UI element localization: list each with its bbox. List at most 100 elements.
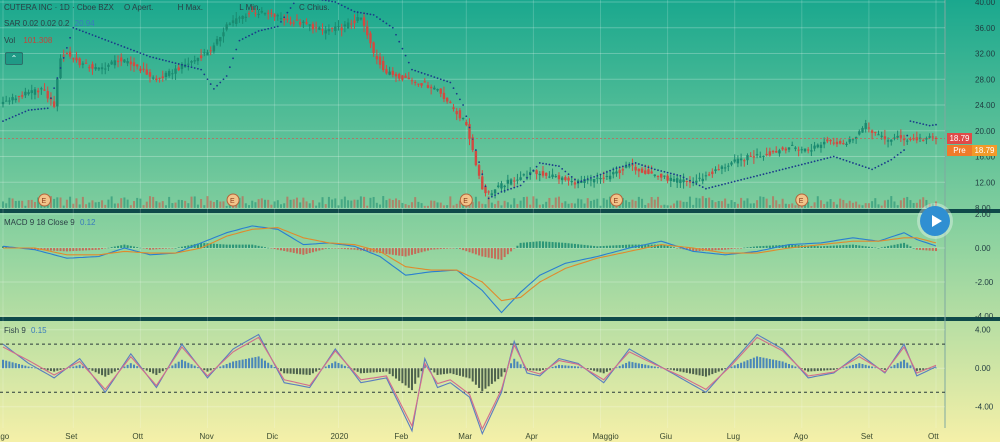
macd-histogram-bar xyxy=(452,248,455,249)
fish-histogram-bar xyxy=(599,368,602,373)
macd-histogram-bar xyxy=(347,248,350,250)
sar-dot xyxy=(768,171,771,174)
macd-histogram-bar xyxy=(612,245,615,248)
macd-histogram-bar xyxy=(465,248,468,252)
candle-body xyxy=(544,172,548,176)
fish-histogram-bar xyxy=(14,363,17,369)
candle-body xyxy=(867,127,871,129)
sar-dot xyxy=(158,58,161,61)
sar-dot xyxy=(698,184,701,187)
candle-body xyxy=(861,127,864,133)
candle-body xyxy=(391,70,395,75)
fish-legend[interactable]: Fish 9 0.15 xyxy=(4,326,47,335)
sar-dot xyxy=(101,37,103,40)
sar-dot xyxy=(474,149,477,151)
sar-dot xyxy=(235,48,238,51)
volume-bar xyxy=(363,196,366,208)
fish-histogram-bar xyxy=(305,368,308,375)
fish-histogram-bar xyxy=(500,368,503,377)
volume-bar xyxy=(177,199,180,208)
volume-bar xyxy=(915,202,918,208)
fish-histogram-bar xyxy=(880,368,883,370)
volume-bar xyxy=(142,205,145,208)
sar-value: 20.94 xyxy=(74,19,95,28)
macd-histogram-bar xyxy=(711,248,714,251)
fish-histogram-bar xyxy=(216,367,219,369)
candle-body xyxy=(1,101,5,105)
fish-y-tick-label: 4.00 xyxy=(975,326,991,335)
candle-body xyxy=(909,138,912,140)
fish-histogram-bar xyxy=(634,362,637,369)
sar-legend[interactable]: SAR 0.02 0.02 0.2 20.94 xyxy=(4,19,95,28)
macd-histogram-bar xyxy=(625,244,628,248)
macd-histogram-bar xyxy=(848,244,851,248)
candle-body xyxy=(864,123,867,129)
volume-bar xyxy=(145,201,148,208)
fish-histogram-bar xyxy=(596,368,599,372)
macd-histogram-bar xyxy=(657,244,660,248)
sar-dot xyxy=(701,186,704,188)
candle-body xyxy=(375,56,379,60)
macd-histogram-bar xyxy=(363,248,366,251)
fish-histogram-bar xyxy=(283,368,286,374)
volume-bar xyxy=(487,196,490,208)
fish-histogram-bar xyxy=(388,368,391,374)
candle-body xyxy=(107,64,110,67)
sar-dot xyxy=(289,7,292,9)
sar-dot xyxy=(759,174,762,176)
candle-body xyxy=(14,98,17,101)
volume-bar xyxy=(152,196,155,208)
sar-dot xyxy=(618,166,621,169)
macd-histogram-bar xyxy=(519,242,522,248)
volume-bar xyxy=(813,202,816,208)
fish-histogram-bar xyxy=(193,365,196,369)
sar-dot xyxy=(56,77,59,79)
sar-dot xyxy=(184,64,187,67)
candle-body xyxy=(142,68,145,70)
sar-dot xyxy=(117,43,119,46)
sar-dot xyxy=(823,158,826,160)
macd-y-tick-label: -2.00 xyxy=(975,278,994,287)
fish-histogram-bar xyxy=(267,362,270,369)
sar-dot xyxy=(861,165,864,168)
volume-bar xyxy=(545,201,548,208)
fish-histogram-bar xyxy=(800,368,803,370)
fish-histogram-bar xyxy=(481,368,484,392)
macd-histogram-bar xyxy=(714,248,717,251)
volume-bar xyxy=(727,203,730,208)
fish-histogram-bar xyxy=(327,364,330,369)
candle-body xyxy=(81,63,85,65)
x-tick-label: Ago xyxy=(794,432,809,441)
sar-dot xyxy=(797,164,800,167)
candle-body xyxy=(20,95,24,97)
volume-bar xyxy=(928,203,931,208)
volume-bar xyxy=(321,197,324,208)
fish-histogram-bar xyxy=(669,368,672,370)
sar-dot xyxy=(727,182,730,184)
macd-histogram-bar xyxy=(104,248,107,249)
candle-body xyxy=(819,144,823,148)
fish-histogram-bar xyxy=(27,366,30,369)
collapse-legend-button[interactable]: ⌃ xyxy=(5,52,23,65)
fish-histogram-bar xyxy=(203,368,206,371)
macd-histogram-bar xyxy=(903,242,906,248)
candle-body xyxy=(554,176,557,178)
macd-histogram-bar xyxy=(295,248,298,254)
candle-body xyxy=(733,159,736,162)
sar-dot xyxy=(590,177,592,179)
volume-bar xyxy=(244,203,247,208)
candle-body xyxy=(621,169,625,171)
last-price-tag: 18.79 xyxy=(947,133,972,144)
sar-dot xyxy=(11,116,14,118)
fish-histogram-bar xyxy=(765,358,768,369)
vol-legend[interactable]: Vol 101.308 xyxy=(4,36,52,45)
volume-bar xyxy=(267,199,270,208)
macd-legend[interactable]: MACD 9 18 Close 9 0.12 xyxy=(4,218,96,227)
play-icon[interactable] xyxy=(920,206,950,236)
candle-body xyxy=(439,88,442,94)
candle-body xyxy=(813,145,816,149)
volume-bar xyxy=(775,200,778,208)
sar-dot xyxy=(206,78,209,81)
fish-histogram-bar xyxy=(589,368,592,370)
